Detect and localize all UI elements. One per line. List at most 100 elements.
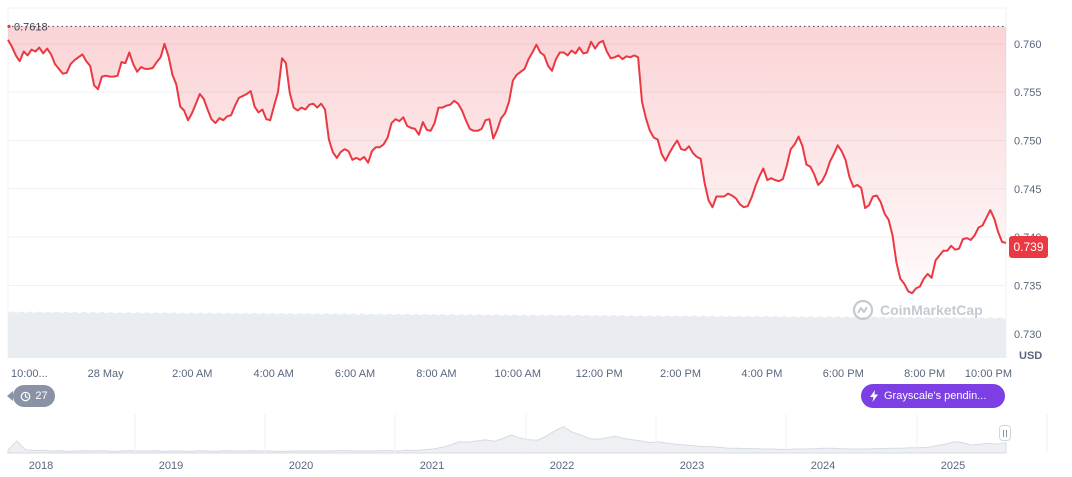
volume-bar <box>920 317 922 358</box>
volume-bar <box>794 316 796 358</box>
volume-bar <box>600 316 602 358</box>
volume-bar <box>20 311 22 358</box>
volume-bar <box>370 313 372 358</box>
volume-bar <box>296 313 298 358</box>
volume-bar <box>822 317 824 358</box>
volume-bar <box>754 316 756 358</box>
volume-bar <box>660 316 662 358</box>
volume-bar <box>192 312 194 358</box>
volume-bar <box>658 315 660 358</box>
volume-bar <box>408 314 410 358</box>
y-tick-label: 0.760 <box>1014 39 1042 51</box>
volume-bar <box>14 312 16 358</box>
volume-bar <box>196 313 198 358</box>
volume-bar <box>646 315 648 358</box>
volume-bar <box>182 312 184 358</box>
volume-bar <box>396 313 398 358</box>
volume-bar <box>314 313 316 358</box>
volume-bar <box>176 313 178 358</box>
volume-bar <box>310 313 312 358</box>
volume-bar <box>972 317 974 358</box>
volume-bar <box>48 311 50 358</box>
volume-bar <box>698 316 700 358</box>
volume-bar <box>88 313 90 358</box>
volume-bar <box>298 313 300 358</box>
volume-bar <box>336 313 338 358</box>
volume-bar <box>72 312 74 358</box>
volume-bar <box>190 312 192 358</box>
volume-bar <box>56 311 58 358</box>
volume-bar <box>92 311 94 358</box>
volume-bar <box>432 314 434 358</box>
events-badge[interactable]: 27 <box>7 385 55 407</box>
navigator-drag-handle[interactable] <box>999 425 1011 441</box>
volume-bar <box>356 314 358 358</box>
volume-bar <box>264 313 266 358</box>
volume-bar <box>138 312 140 358</box>
volume-bar <box>234 313 236 358</box>
volume-bar <box>146 312 148 358</box>
volume-bar <box>174 312 176 358</box>
volume-bar <box>592 315 594 358</box>
volume-bar <box>598 315 600 358</box>
volume-bar <box>446 315 448 358</box>
volume-bar <box>808 316 810 358</box>
volume-bar <box>390 314 392 358</box>
volume-bar <box>526 315 528 358</box>
volume-bar <box>392 314 394 358</box>
volume-bar <box>484 315 486 358</box>
volume-bar <box>82 311 84 358</box>
volume-bar <box>732 316 734 358</box>
x-tick-label: 2:00 AM <box>172 368 212 380</box>
volume-bar <box>862 317 864 358</box>
volume-bar <box>456 315 458 358</box>
volume-bar <box>402 314 404 358</box>
volume-bar <box>744 316 746 358</box>
volume-bar <box>634 316 636 358</box>
volume-bar <box>486 314 488 358</box>
x-tick-label: 8:00 AM <box>416 368 456 380</box>
volume-bar <box>706 316 708 358</box>
volume-bar <box>428 315 430 358</box>
volume-bar <box>718 316 720 358</box>
volume-bar <box>10 311 12 358</box>
volume-bar <box>654 316 656 358</box>
volume-bar <box>1000 317 1002 358</box>
price-line <box>7 39 1007 295</box>
volume-bar <box>360 313 362 358</box>
volume-bar <box>848 316 850 358</box>
news-badge[interactable]: Grayscale's pendin... <box>861 384 1005 408</box>
volume-bar <box>900 316 902 358</box>
volume-bar <box>416 313 418 358</box>
volume-bar <box>756 315 758 358</box>
volume-bar <box>422 314 424 358</box>
volume-bar <box>942 317 944 358</box>
volume-bar <box>206 313 208 358</box>
volume-bar <box>746 316 748 358</box>
volume-bar <box>318 313 320 358</box>
volume-bar <box>978 317 980 358</box>
volume-bar <box>378 313 380 358</box>
volume-bar <box>154 312 156 358</box>
volume-bar <box>976 318 978 358</box>
volume-bar <box>558 314 560 358</box>
volume-bar <box>990 317 992 358</box>
volume-bar <box>124 313 126 358</box>
volume-bar <box>316 313 318 358</box>
volume-bar <box>120 312 122 358</box>
volume-bar <box>582 315 584 358</box>
volume-bar <box>238 313 240 358</box>
volume-bar <box>492 315 494 358</box>
volume-bar <box>946 317 948 358</box>
volume-bar <box>46 311 48 358</box>
volume-bar <box>352 313 354 358</box>
volume-bar <box>630 315 632 358</box>
navigator[interactable]: 2018 2019 2020 2021 2022 2023 2024 2025 <box>7 412 1048 472</box>
volume-bar <box>536 315 538 358</box>
volume-bar <box>510 315 512 358</box>
volume-bar <box>380 313 382 358</box>
volume-bar <box>414 314 416 358</box>
volume-bar <box>278 313 280 358</box>
volume-bar <box>922 318 924 358</box>
